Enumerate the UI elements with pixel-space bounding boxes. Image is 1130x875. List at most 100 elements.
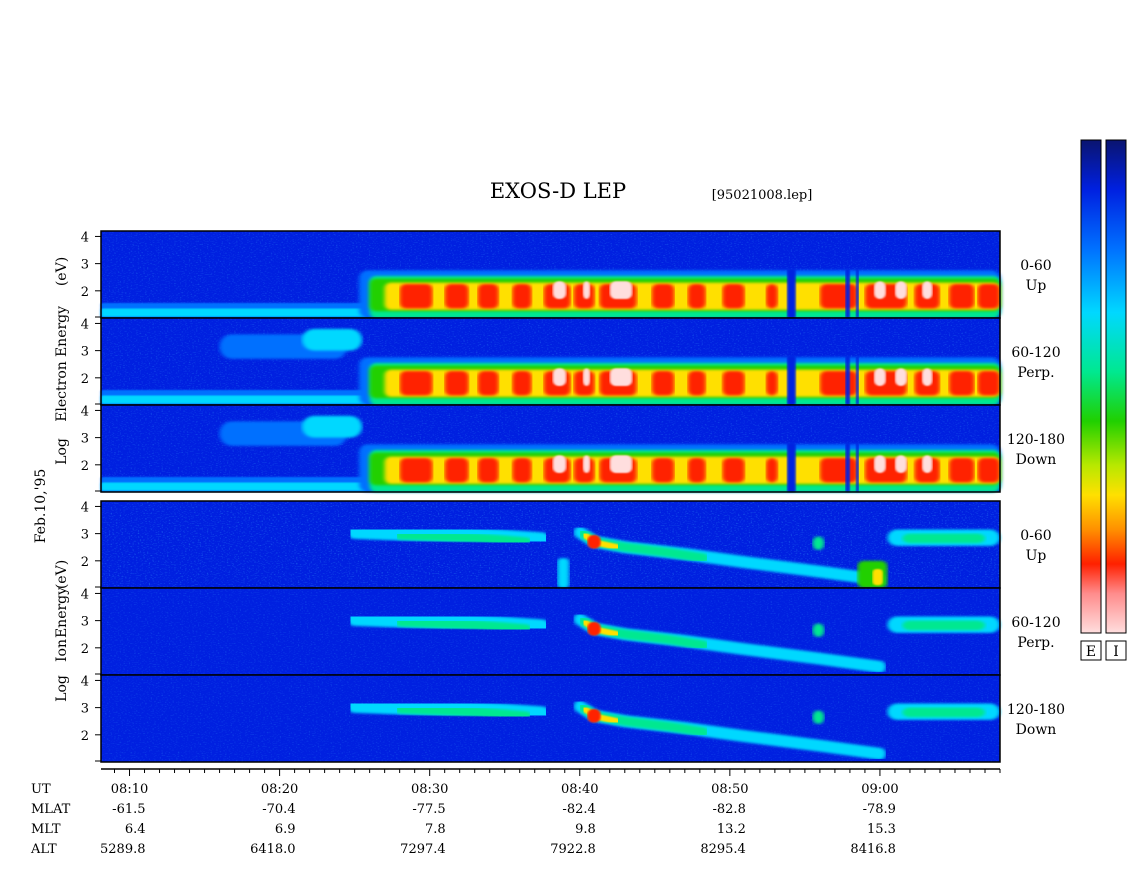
- ion-panel-1: [100, 587, 1001, 676]
- mlat-value: -77.5: [412, 802, 445, 817]
- alt-value: 7297.4: [400, 842, 446, 857]
- flux-region: [609, 455, 633, 473]
- panel-frame: [100, 674, 1001, 763]
- flux-region: [765, 371, 778, 396]
- electron-panel-1-y-axis: 4 3 2: [81, 317, 101, 405]
- flux-region: [855, 443, 859, 492]
- flux-region: [845, 443, 850, 492]
- y-tick-label: 3: [81, 615, 89, 630]
- mlat-value: -70.4: [262, 802, 295, 817]
- electron-ylabel-word: Log: [54, 438, 70, 465]
- flux-region: [812, 623, 825, 637]
- flux-region: [582, 368, 591, 386]
- electron-ylabel-word: (eV): [54, 257, 70, 286]
- mlat-value: -82.8: [713, 802, 746, 817]
- electron-ylabel-word: Electron: [54, 361, 70, 422]
- ut-value: 08:30: [411, 782, 448, 797]
- flux-region: [582, 281, 591, 299]
- flux-region: [845, 269, 850, 318]
- ion-color-bar-label: I: [1113, 644, 1119, 660]
- y-tick-label: 4: [81, 404, 89, 419]
- pitch-angle-range: 120-180: [1007, 432, 1065, 448]
- flux-region: [552, 281, 567, 299]
- flux-region: [873, 455, 886, 473]
- flux-region: [855, 356, 859, 405]
- mlat-value: -82.4: [562, 802, 595, 817]
- flux-region: [819, 458, 858, 483]
- mlt-value: 15.3: [867, 822, 896, 837]
- ion-ylabel-word: Energy: [54, 587, 70, 638]
- flux-region: [444, 371, 469, 396]
- y-tick-label: 2: [81, 372, 89, 387]
- electron-ylabel-word: Energy: [54, 306, 70, 357]
- electron-panel-2-y-axis: 4 3 2: [81, 404, 101, 492]
- flux-region: [302, 415, 363, 438]
- flux-region: [101, 308, 367, 317]
- flux-region: [587, 708, 601, 723]
- flux-region: [845, 356, 850, 405]
- flux-region: [765, 284, 778, 309]
- ion-ylabel-word: (eV): [54, 560, 70, 589]
- flux-region: [651, 458, 675, 483]
- flux-region: [477, 284, 499, 309]
- flux-region: [587, 621, 601, 636]
- flux-region: [948, 371, 975, 396]
- flux-region: [921, 368, 933, 386]
- alt-value: 8416.8: [850, 842, 896, 857]
- orbit-info: UT MLAT MLT ALT 08:10 -61.5 6.4 5289.8 08:20 -70.…: [30, 782, 899, 857]
- flux-region: [902, 533, 985, 544]
- flux-region: [722, 458, 745, 483]
- file-name: [95021008.lep]: [712, 188, 813, 203]
- y-tick-label: 2: [81, 555, 89, 570]
- y-tick-label: 4: [81, 317, 89, 332]
- y-tick-label: 2: [81, 285, 89, 300]
- flux-region: [444, 284, 469, 309]
- flux-region: [722, 284, 745, 309]
- flux-region: [512, 371, 532, 396]
- ion-ylabel-word: Log: [54, 675, 70, 702]
- pitch-angle-labels: 0-60 Up 60-120 Perp. 120-180 Down 0-60 Up 60-120…: [1007, 258, 1065, 738]
- flux-region: [512, 458, 532, 483]
- pitch-angle-range: 0-60: [1020, 528, 1051, 544]
- flux-region: [609, 368, 633, 386]
- ion-panel-2-y-axis: 4 3 2: [81, 674, 101, 762]
- ut-value: 09:00: [861, 782, 898, 797]
- pitch-direction: Down: [1016, 722, 1057, 738]
- flux-region: [977, 458, 1000, 483]
- pitch-direction: Up: [1026, 548, 1047, 564]
- ut-value: 08:40: [561, 782, 598, 797]
- flux-region: [399, 284, 433, 309]
- flux-region: [812, 710, 825, 724]
- electron-panel-2: [100, 404, 1001, 493]
- pitch-angle-range: 120-180: [1007, 702, 1065, 718]
- electron-panel-1: [100, 317, 1001, 406]
- y-tick-label: 2: [81, 729, 89, 744]
- figure-title: EXOS-D LEP: [490, 179, 626, 203]
- alt-value: 8295.4: [700, 842, 746, 857]
- flux-region: [582, 455, 591, 473]
- flux-region: [894, 455, 907, 473]
- ion-panel-2: [100, 674, 1001, 763]
- flux-region: [855, 269, 859, 318]
- flux-region: [873, 368, 886, 386]
- y-tick-label: 4: [81, 674, 89, 689]
- flux-band: [395, 704, 532, 721]
- flux-region: [902, 620, 985, 631]
- flux-band: [395, 617, 532, 634]
- y-tick-label: 3: [81, 258, 89, 273]
- y-tick-label: 2: [81, 642, 89, 657]
- flux-region: [587, 534, 601, 549]
- pitch-angle-range: 0-60: [1020, 258, 1051, 274]
- row-label: UT: [31, 782, 51, 797]
- mlat-value: -61.5: [112, 802, 145, 817]
- flux-region: [399, 371, 433, 396]
- flux-region: [477, 371, 499, 396]
- y-tick-label: 4: [81, 500, 89, 515]
- y-tick-label: 4: [81, 230, 89, 245]
- flux-region: [302, 328, 363, 351]
- flux-region: [819, 284, 858, 309]
- y-tick-label: 3: [81, 432, 89, 447]
- ion-panel-0-y-axis: 4 3 2: [81, 500, 101, 588]
